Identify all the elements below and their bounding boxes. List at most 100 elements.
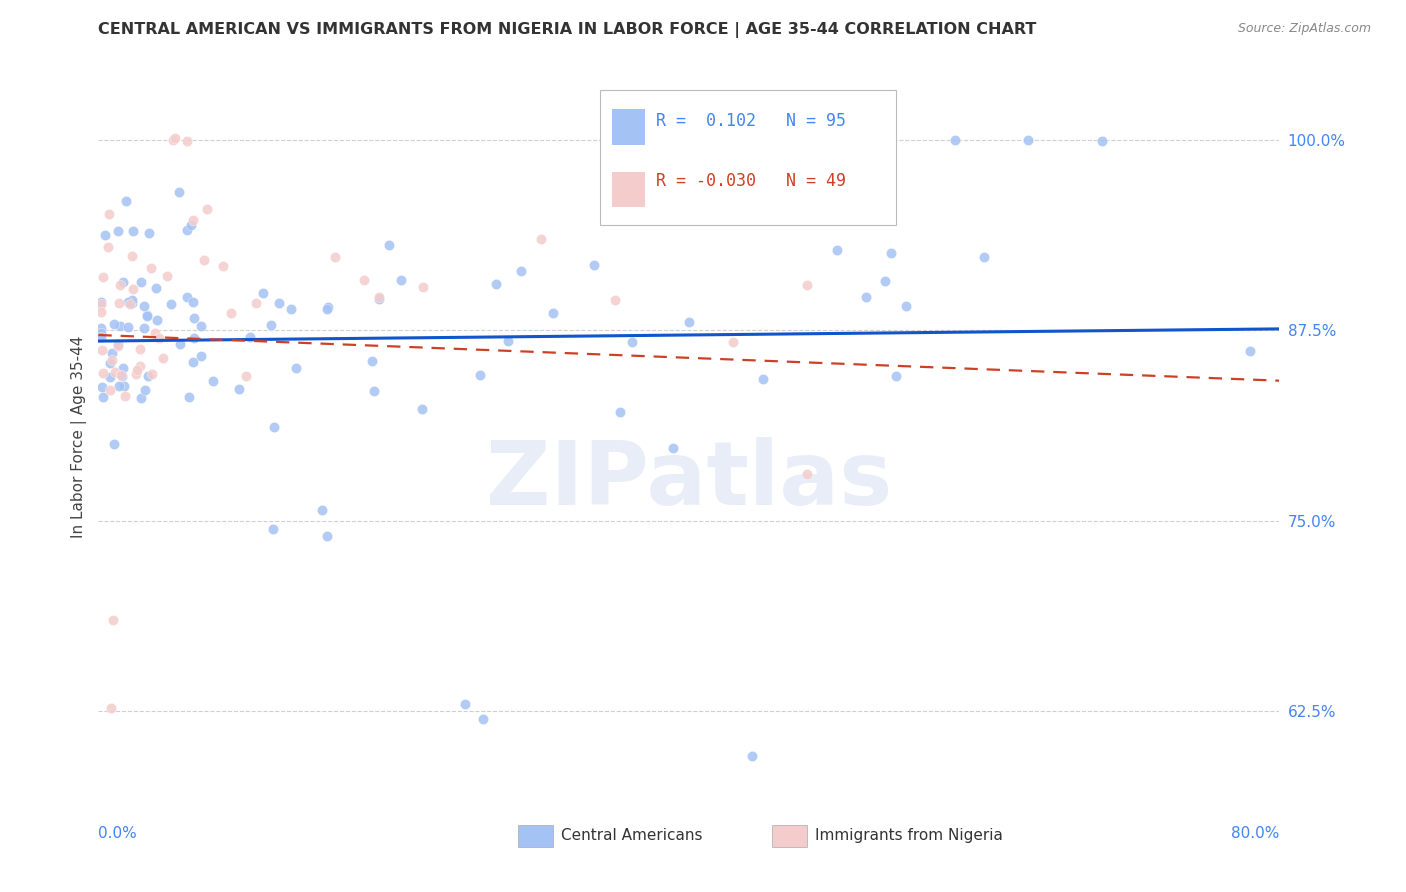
- Point: [117, 319, 139, 334]
- Point: [111, 275, 134, 289]
- Point: [90, 329, 112, 343]
- Point: [311, 503, 333, 517]
- Point: [107, 379, 129, 393]
- Point: [723, 335, 745, 350]
- Text: CENTRAL AMERICAN VS IMMIGRANTS FROM NIGERIA IN LABOR FORCE | AGE 35-44 CORRELATI: CENTRAL AMERICAN VS IMMIGRANTS FROM NIGE…: [98, 22, 1036, 38]
- Point: [112, 379, 135, 393]
- Point: [378, 237, 401, 252]
- Point: [389, 273, 412, 287]
- Point: [412, 280, 434, 294]
- Point: [143, 326, 166, 341]
- Point: [796, 278, 818, 293]
- Y-axis label: In Labor Force | Age 35-44: In Labor Force | Age 35-44: [70, 336, 87, 538]
- Point: [1091, 135, 1114, 149]
- FancyBboxPatch shape: [612, 110, 645, 145]
- Point: [609, 405, 631, 419]
- Point: [148, 331, 170, 345]
- Point: [353, 273, 375, 287]
- Point: [368, 291, 391, 305]
- Point: [221, 306, 243, 320]
- Point: [132, 300, 155, 314]
- Point: [121, 293, 143, 307]
- Point: [239, 330, 262, 344]
- Point: [662, 441, 685, 455]
- Point: [263, 521, 285, 535]
- Point: [152, 351, 174, 365]
- Point: [468, 368, 491, 382]
- Point: [98, 356, 121, 370]
- Point: [121, 296, 143, 310]
- Point: [176, 290, 198, 304]
- Point: [855, 290, 877, 304]
- Point: [751, 371, 773, 385]
- Point: [107, 336, 129, 351]
- Point: [183, 311, 205, 326]
- Point: [411, 401, 433, 416]
- Point: [181, 213, 204, 227]
- Point: [183, 331, 205, 345]
- Point: [368, 292, 391, 306]
- Point: [280, 301, 302, 316]
- Point: [323, 250, 346, 264]
- Point: [90, 305, 112, 319]
- Point: [103, 437, 125, 451]
- Point: [145, 281, 167, 295]
- Point: [582, 258, 605, 272]
- Point: [162, 133, 184, 147]
- Point: [169, 185, 191, 199]
- Point: [260, 318, 283, 333]
- Point: [363, 384, 385, 398]
- Text: ZIPatlas: ZIPatlas: [486, 437, 891, 524]
- Point: [129, 391, 152, 405]
- Point: [114, 389, 136, 403]
- Point: [91, 380, 114, 394]
- Point: [943, 133, 966, 147]
- Point: [180, 218, 202, 232]
- Point: [177, 390, 200, 404]
- Point: [90, 297, 112, 311]
- Point: [267, 296, 290, 310]
- Point: [107, 224, 129, 238]
- Point: [316, 529, 339, 543]
- Point: [509, 264, 531, 278]
- Point: [193, 253, 215, 268]
- Point: [94, 228, 117, 243]
- Point: [131, 275, 153, 289]
- Point: [101, 346, 124, 360]
- Point: [212, 259, 235, 273]
- Point: [472, 712, 495, 726]
- Point: [263, 419, 285, 434]
- Text: 0.0%: 0.0%: [98, 826, 138, 840]
- Point: [100, 701, 122, 715]
- Point: [101, 613, 124, 627]
- Point: [163, 131, 186, 145]
- Point: [115, 194, 138, 208]
- Point: [169, 337, 191, 351]
- Point: [285, 361, 308, 376]
- FancyBboxPatch shape: [612, 171, 645, 207]
- Point: [98, 207, 121, 221]
- Point: [146, 313, 169, 327]
- Point: [530, 232, 553, 246]
- Point: [235, 369, 257, 384]
- Point: [134, 321, 156, 335]
- Point: [973, 250, 995, 264]
- Point: [202, 374, 225, 388]
- Point: [91, 366, 114, 380]
- Point: [98, 370, 121, 384]
- Point: [122, 282, 145, 296]
- Point: [134, 383, 156, 397]
- Point: [91, 270, 114, 285]
- Point: [496, 334, 519, 348]
- Point: [541, 306, 564, 320]
- Point: [361, 354, 384, 368]
- Point: [252, 285, 274, 300]
- Point: [195, 202, 218, 216]
- Point: [122, 224, 145, 238]
- Point: [90, 320, 112, 334]
- Point: [825, 244, 848, 258]
- Point: [111, 368, 134, 383]
- FancyBboxPatch shape: [772, 825, 807, 847]
- Point: [228, 382, 250, 396]
- Point: [605, 293, 627, 307]
